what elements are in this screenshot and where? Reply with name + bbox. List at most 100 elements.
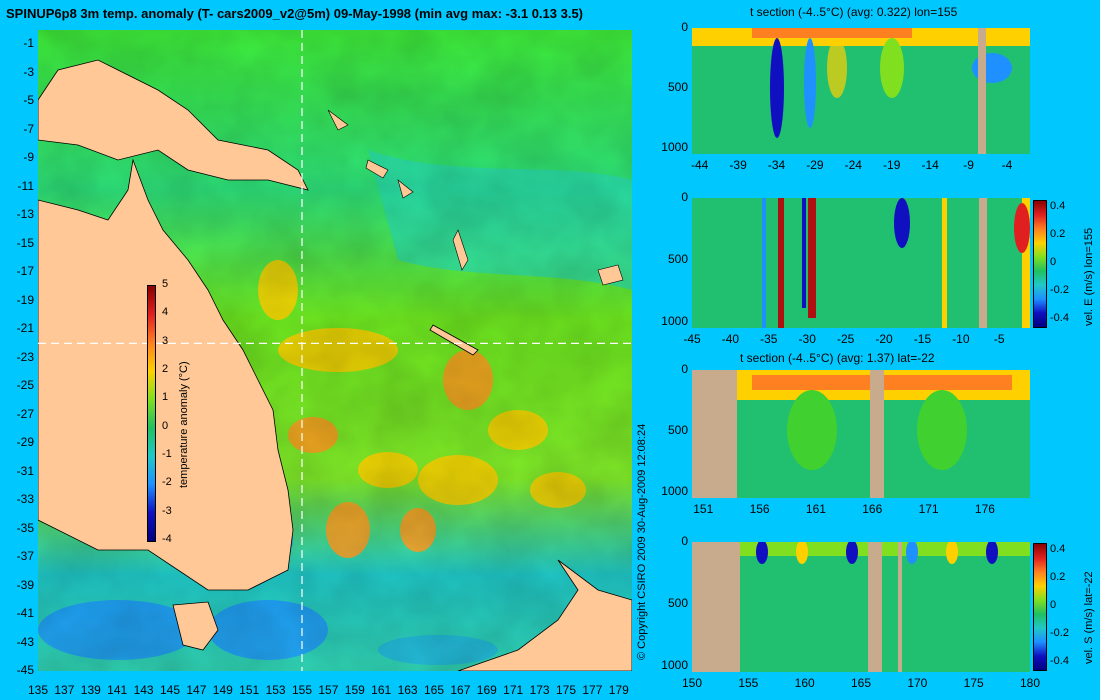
section-2-x-tick: -30 (798, 332, 816, 346)
map-y-tick: -3 (23, 64, 34, 79)
map-x-tick: 135 (27, 683, 49, 697)
map-x-tick: 159 (344, 683, 365, 697)
land-tasmania (172, 601, 219, 651)
section-1-x-tick: -34 (767, 158, 786, 172)
section-3-x-tick: 156 (749, 502, 770, 516)
section-2-x-tick: -15 (913, 332, 932, 346)
section-4-x-tick: 150 (681, 676, 703, 690)
section-1-x-tick: -44 (691, 158, 709, 172)
section-4-x-tick: 155 (738, 676, 759, 690)
map-y-tick: -33 (16, 492, 34, 507)
section-2-colorbar-tick: 0.2 (1050, 228, 1066, 240)
map-y-tick: -19 (16, 292, 34, 307)
land-new-guinea (38, 59, 309, 191)
map-y-tick: -15 (16, 235, 34, 250)
section-2-x-tick: -5 (993, 332, 1005, 346)
section-2-x-tick: -25 (836, 332, 855, 346)
map-x-tick: 157 (318, 683, 339, 697)
map-y-tick: -13 (16, 207, 34, 222)
map-y-tick: -31 (16, 463, 34, 478)
section-4-y-tick: 500 (667, 595, 688, 610)
map-x-tick: 137 (54, 683, 75, 697)
map-colorbar-tick: -3 (162, 504, 172, 517)
land-new-zealand (457, 559, 632, 671)
section-3-y-tick: 0 (681, 362, 688, 376)
map-y-tick: -9 (23, 150, 34, 165)
section-3-x-tick: 161 (805, 502, 826, 516)
section-4-x-tick: 175 (963, 676, 984, 690)
section-1-y-tick: 1000 (661, 140, 688, 154)
section-2-colorbar (1033, 200, 1047, 328)
map-y-tick: -35 (16, 520, 34, 535)
section-4-colorbar-tick: 0.2 (1050, 571, 1066, 583)
map-y-tick: -7 (23, 121, 34, 136)
map-y-tick: -17 (16, 264, 34, 279)
section-2-x-tick: -35 (760, 332, 778, 346)
map-colorbar-tick: 1 (162, 391, 169, 404)
section-2-plot (692, 198, 1030, 328)
section-4-y-tick: 0 (681, 534, 688, 548)
map-colorbar-tick: -4 (162, 533, 172, 545)
map-colorbar-tick: 0 (162, 419, 169, 432)
land-australia (38, 158, 294, 591)
map-plot (38, 30, 632, 671)
map-x-tick: 165 (423, 683, 445, 697)
section-2-colorbar-tick: -0.2 (1050, 284, 1069, 296)
section-1-y-tick: 0 (681, 20, 688, 34)
map-x-tick: 145 (159, 683, 181, 697)
map-x-tick: 175 (555, 683, 577, 697)
section-1-y-tick: 500 (667, 80, 688, 94)
map-colorbar-tick: -1 (162, 448, 172, 460)
section-2-colorbar-tick: -0.4 (1050, 312, 1069, 324)
map-y-tick: -41 (16, 606, 34, 621)
section-4-colorbar-tick: 0 (1050, 599, 1057, 611)
section-1-x-tick: -9 (963, 158, 974, 172)
map-x-tick: 167 (450, 683, 471, 697)
map-y-tick: -23 (16, 349, 34, 364)
section-1-plot (692, 28, 1030, 154)
map-x-tick: 177 (582, 683, 603, 697)
section-3-plot (692, 370, 1030, 498)
map-x-tick: 141 (107, 683, 128, 697)
section-3-title: t section (-4..5°C) (avg: 1.37) lat=-22 (740, 351, 935, 365)
section-4-y-tick: 1000 (661, 657, 688, 672)
section-2-x-tick: -45 (683, 332, 701, 346)
section-4-x-tick: 180 (1019, 676, 1041, 690)
section-1-x-tick: -24 (844, 158, 862, 172)
section-1-x-tick: -14 (921, 158, 939, 172)
map-x-tick: 149 (212, 683, 233, 697)
section-4-x-tick: 170 (907, 676, 928, 690)
section-2-y-tick: 0 (681, 190, 688, 204)
section-3-x-tick: 176 (974, 502, 995, 516)
section-2-colorbar-tick: 0 (1050, 256, 1057, 268)
map-y-tick: -11 (17, 178, 34, 193)
section-4-plot (692, 542, 1030, 672)
map-colorbar-label: temperature anomaly (°C) (178, 361, 190, 488)
section-2-x-tick: -20 (875, 332, 893, 346)
section-1-x-tick: -29 (806, 158, 824, 172)
section-4-colorbar-tick: -0.4 (1050, 655, 1069, 667)
main-title: SPINUP6p8 3m temp. anomaly (T- cars2009_… (6, 6, 584, 21)
section-2-colorbar-label: vel. E (m/s) lon=155 (1083, 227, 1095, 326)
map-y-tick: -45 (16, 663, 34, 677)
map-x-tick: 151 (239, 683, 260, 697)
section-3-x-tick: 166 (862, 502, 883, 516)
map-x-tick: 163 (397, 683, 418, 697)
map-y-tick: -21 (16, 321, 34, 336)
map-x-tick: 171 (503, 683, 524, 697)
map-x-tick: 161 (371, 683, 392, 697)
map-x-tick: 139 (80, 683, 101, 697)
map-colorbar-tick: 5 (162, 278, 169, 290)
map-x-tick: 143 (133, 683, 154, 697)
section-4-colorbar (1033, 543, 1047, 671)
section-2-y-tick: 500 (667, 251, 688, 266)
section-4-colorbar-tick: -0.2 (1050, 627, 1069, 639)
section-1-x-tick: -4 (1001, 158, 1013, 172)
section-1-title: t section (-4..5°C) (avg: 0.322) lon=155 (750, 5, 958, 19)
section-2-y-tick: 1000 (661, 313, 688, 328)
section-4-colorbar-label: vel. S (m/s) lat=-22 (1083, 571, 1095, 664)
map-y-tick: -39 (16, 577, 34, 592)
land-new-caledonia (429, 324, 479, 356)
map-y-tick: -29 (16, 435, 34, 450)
section-3-y-tick: 500 (667, 422, 688, 437)
